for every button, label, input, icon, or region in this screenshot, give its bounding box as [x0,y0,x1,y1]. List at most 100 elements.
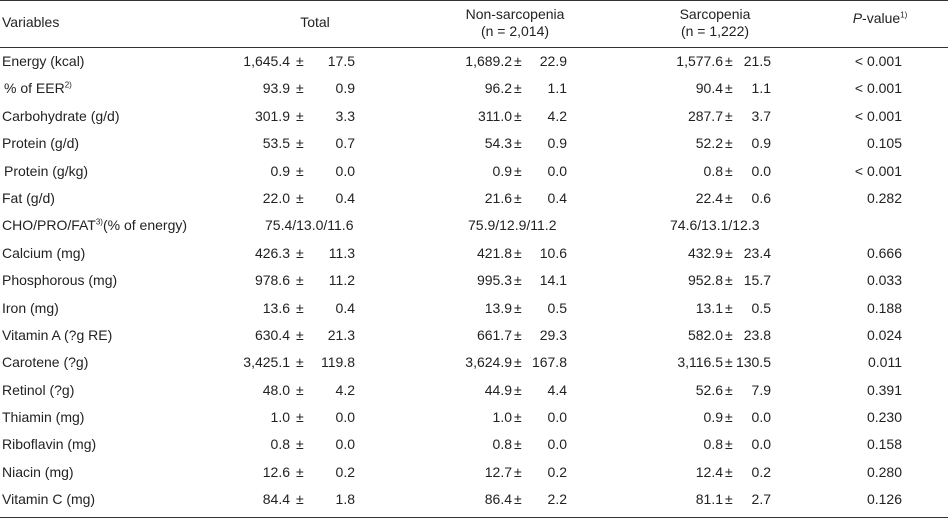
plus-minus: ± [514,107,522,124]
footnote-marker: 3) [95,217,103,227]
sarcopenia-mean: 0.8 [703,436,723,453]
table-body: Energy (kcal) 1,645.4 ±17.5 1,689.2 ±22.9 1,5… [0,48,948,514]
non-sarcopenia-mean: 86.4 [484,491,512,508]
plus-minus: ± [296,409,304,426]
p-value: 0.105 [866,135,902,152]
p-value: < 0.001 [854,53,902,69]
table-header: Variables Total Non-sarcopenia (n = 2,01… [0,0,948,47]
sarcopenia-mean: 52.2 [695,135,723,152]
non-sarcopenia-se: 0.4 [547,189,567,206]
variable-label-text: Thiamin (mg) [2,409,85,426]
non-sarcopenia-se: 0.0 [547,409,567,426]
non-sarcopenia-mean: 13.9 [484,299,512,316]
plus-minus: ± [296,436,304,453]
sarcopenia-mean: 0.8 [703,162,723,179]
variable-label: Fat (g/d) [2,190,55,207]
plus-minus: ± [296,326,304,343]
sarcopenia-mean: 3,116.5 [677,354,723,371]
table-row: Retinol (?g) 48.0 ±4.2 44.9 ±4.4 52.6 ±7.9 0.39… [0,377,948,404]
sarcopenia-se: 130.5 [735,354,771,371]
plus-minus: ± [296,272,304,289]
header-sarcopenia: Sarcopenia (n = 1,222) [640,6,790,40]
non-sarcopenia-ratio: 75.9/12.9/11.2 [468,217,557,234]
variable-label: Retinol (?g) [2,382,74,399]
variable-label-text: Energy (kcal) [2,53,85,69]
sarcopenia-se: 15.7 [743,272,771,289]
header-sar-label: Sarcopenia [679,6,751,22]
total-mean: 1.0 [270,409,290,426]
total-mean: 93.9 [262,80,290,97]
plus-minus: ± [296,381,304,398]
plus-minus: ± [725,463,733,480]
plus-minus: ± [725,80,733,97]
variable-label: Vitamin A (?g RE) [2,327,112,344]
variable-label-text: Vitamin C (mg) [2,491,96,508]
variable-label-text: Protein (g/kg) [4,162,89,179]
sarcopenia-se: 3.7 [751,107,771,124]
plus-minus: ± [514,272,522,289]
total-se: 21.3 [327,326,355,343]
variable-label: % of EER2) [4,80,72,97]
sarcopenia-se: 2.7 [751,491,771,508]
variable-label: Riboflavin (mg) [2,436,96,453]
p-value: 0.391 [866,381,902,398]
sarcopenia-mean: 52.6 [695,381,723,398]
sarcopenia-mean: 81.1 [695,491,723,508]
non-sarcopenia-se: 0.0 [547,162,567,179]
table-row: Protein (g/d) 53.5 ±0.7 54.3 ±0.9 52.2 ±0.9 0.1… [0,130,948,157]
plus-minus: ± [296,189,304,206]
plus-minus: ± [514,491,522,508]
non-sarcopenia-se: 4.4 [547,381,567,398]
variable-label-text: Iron (mg) [2,299,59,316]
p-value: < 0.001 [854,162,902,179]
total-mean: 22.0 [262,189,290,206]
total-se: 0.4 [335,299,355,316]
non-sarcopenia-mean: 995.3 [476,272,512,289]
total-se: 11.2 [328,272,355,289]
total-se: 0.0 [335,162,355,179]
total-se: 119.8 [321,354,355,371]
bottom-rule [0,517,948,518]
sarcopenia-se: 0.2 [751,463,771,480]
variable-label-text: Phosphorous (mg) [2,272,118,289]
plus-minus: ± [514,299,522,316]
plus-minus: ± [514,80,522,97]
variable-label-text: CHO/PRO/FAT [2,217,96,234]
total-se: 0.7 [335,135,355,152]
table-row: Calcium (mg) 426.3 ±11.3 421.8 ±10.6 432.9 ±23… [0,240,948,267]
sarcopenia-se: 1.1 [751,80,771,97]
total-se: 0.9 [335,80,355,97]
non-sarcopenia-se: 22.9 [539,53,567,69]
sarcopenia-mean: 287.7 [687,107,723,124]
p-value: 0.666 [866,244,902,261]
sarcopenia-se: 0.0 [751,162,771,179]
sarcopenia-mean: 432.9 [687,244,723,261]
plus-minus: ± [725,162,733,179]
non-sarcopenia-se: 0.0 [547,436,567,453]
sarcopenia-ratio: 74.6/13.1/12.3 [670,217,760,234]
header-p-value: P-value1) [830,10,930,27]
header-p-rest: -value [862,10,901,26]
non-sarcopenia-se: 0.9 [547,135,567,152]
plus-minus: ± [725,491,733,508]
non-sarcopenia-se: 4.2 [547,107,567,124]
sarcopenia-mean: 582.0 [687,326,723,343]
p-value: < 0.001 [854,107,902,124]
plus-minus: ± [296,107,304,124]
header-rule [0,47,948,48]
plus-minus: ± [725,299,733,316]
non-sarcopenia-mean: 311.0 [478,107,512,124]
sarcopenia-mean: 12.4 [695,463,723,480]
table-row: Vitamin A (?g RE) 630.4 ±21.3 661.7 ±29.3 582… [0,322,948,349]
plus-minus: ± [514,53,522,69]
table-row: Niacin (mg) 12.6 ±0.2 12.7 ±0.2 12.4 ±0.2 0.280 [0,459,948,486]
sarcopenia-mean: 13.1 [695,299,723,316]
total-mean: 48.0 [262,381,290,398]
total-mean: 84.4 [262,491,290,508]
plus-minus: ± [514,326,522,343]
plus-minus: ± [296,53,304,69]
p-value: 0.188 [866,299,902,316]
variable-label: CHO/PRO/FAT3)(% of energy) [2,217,187,234]
table-row: Phosphorous (mg) 978.6 ±11.2 995.3 ±14.1 952.… [0,267,948,294]
plus-minus: ± [296,299,304,316]
